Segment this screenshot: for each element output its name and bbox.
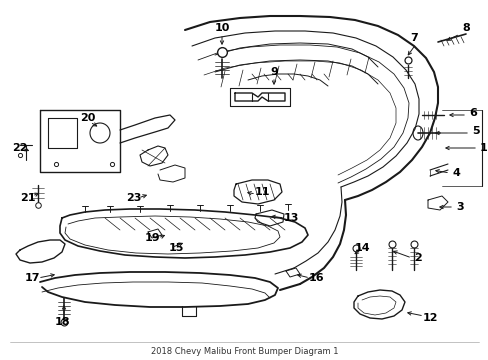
Text: 2: 2 <box>413 253 421 263</box>
Text: 12: 12 <box>421 313 437 323</box>
Text: 16: 16 <box>307 273 323 283</box>
Text: 23: 23 <box>126 193 142 203</box>
Text: 18: 18 <box>54 317 70 327</box>
Text: 13: 13 <box>283 213 298 223</box>
Text: 5: 5 <box>471 126 479 136</box>
Text: 7: 7 <box>409 33 417 43</box>
Text: 15: 15 <box>168 243 183 253</box>
Text: 9: 9 <box>269 67 277 77</box>
Text: 22: 22 <box>12 143 28 153</box>
Text: 8: 8 <box>461 23 469 33</box>
Text: 20: 20 <box>80 113 96 123</box>
Text: 1: 1 <box>479 143 487 153</box>
Text: 11: 11 <box>254 187 269 197</box>
Text: 14: 14 <box>353 243 369 253</box>
Text: 21: 21 <box>20 193 36 203</box>
Text: 17: 17 <box>24 273 40 283</box>
Text: 6: 6 <box>468 108 476 118</box>
Text: 4: 4 <box>451 168 459 178</box>
Text: 10: 10 <box>214 23 229 33</box>
Text: 3: 3 <box>455 202 463 212</box>
Text: 2018 Chevy Malibu Front Bumper Diagram 1: 2018 Chevy Malibu Front Bumper Diagram 1 <box>150 347 338 356</box>
Text: 19: 19 <box>144 233 160 243</box>
